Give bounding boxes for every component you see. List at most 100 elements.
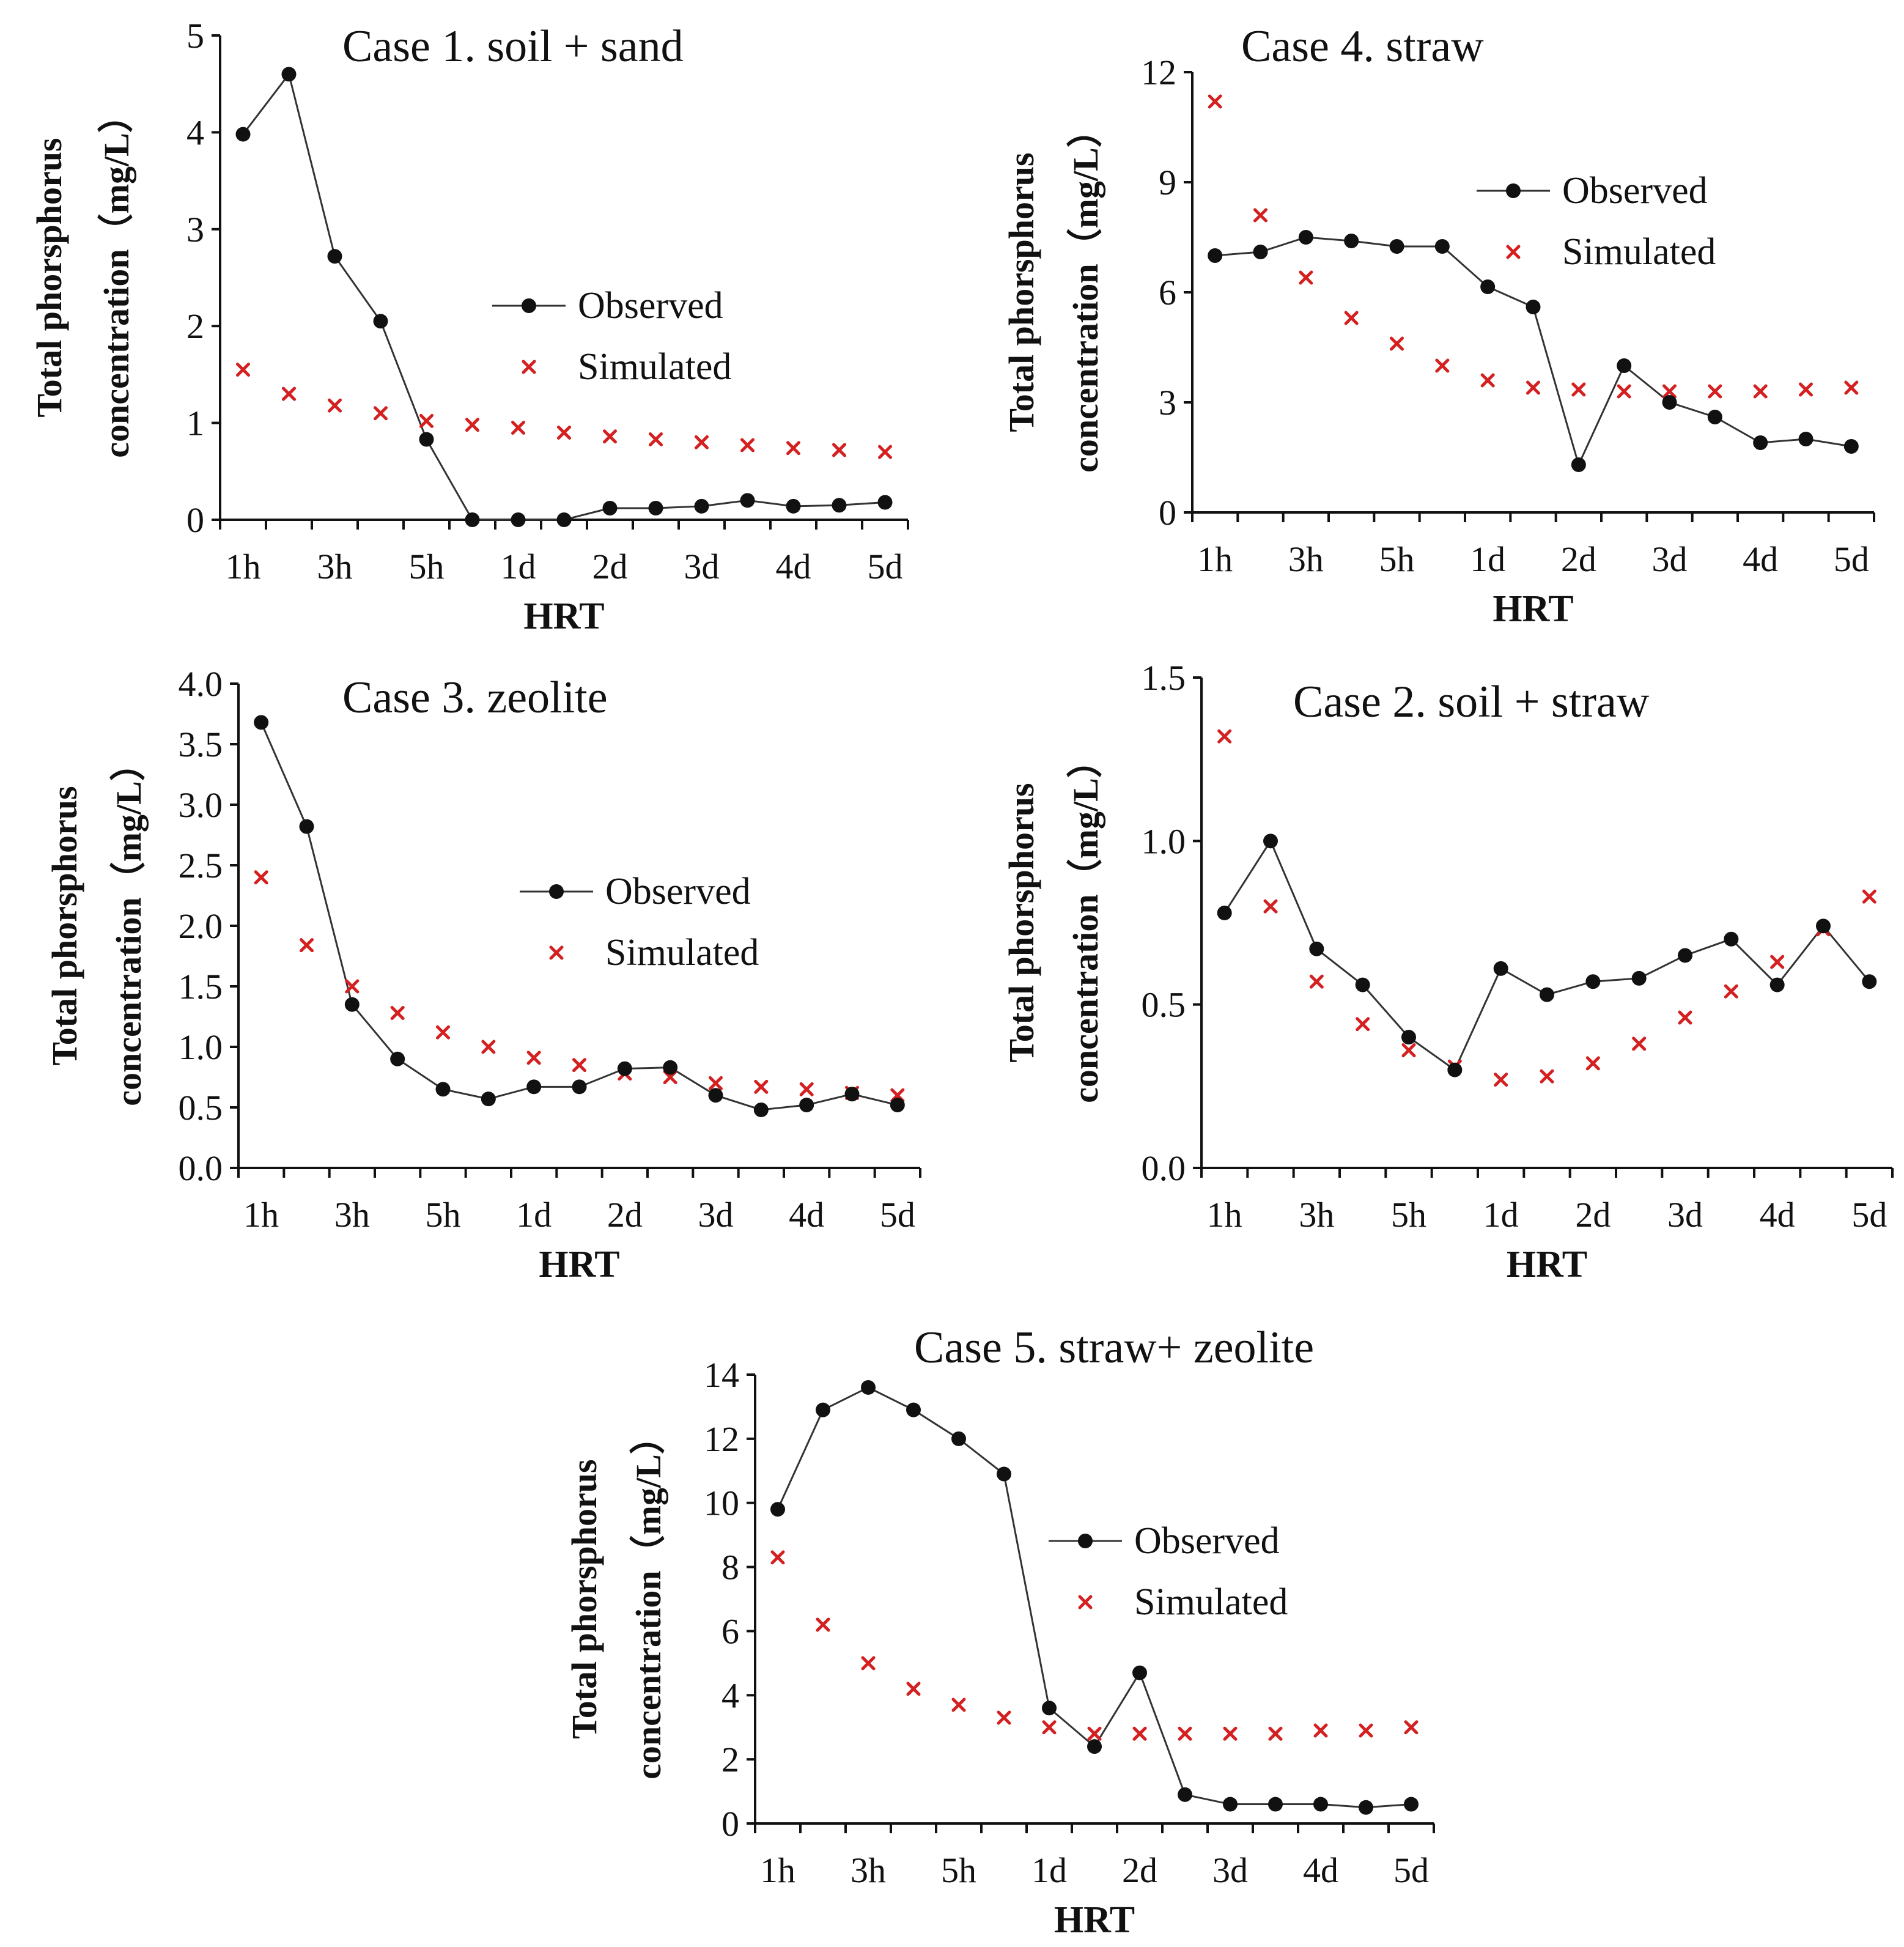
x-tick-label: 2d [1561,539,1596,579]
observed-point [1631,970,1647,986]
simulated-point [1770,955,1785,969]
y-tick-label: 2.0 [179,906,223,946]
observed-point [254,715,269,730]
x-tick-label: 5d [868,547,903,586]
observed-point [1447,1062,1463,1077]
simulated-point-stroke [436,1025,450,1040]
observed-point [1042,1701,1057,1716]
simulated-point [1480,373,1495,388]
observed-point [1862,974,1877,989]
observed-point [1217,905,1232,920]
simulated-point [878,445,892,459]
observed-point [1268,1797,1283,1812]
simulated-point [951,1698,966,1712]
simulated-point-stroke [1356,1017,1370,1032]
simulated-point-stroke [390,1006,405,1021]
simulated-point [328,398,342,413]
simulated-point [1356,1017,1370,1032]
simulated-point-stroke [1404,1720,1419,1735]
simulated-point-stroke [1401,1043,1416,1058]
simulated-point-stroke [1087,1726,1102,1741]
x-tick-label: 5h [409,547,445,586]
simulated-point [1299,270,1313,285]
simulated-point [1585,1056,1600,1071]
legend-observed-marker [522,298,536,313]
simulated-point-stroke [861,1656,876,1671]
x-axis-label: HRT [523,596,604,637]
y-tick-label: 12 [704,1419,739,1459]
observed-point [951,1431,966,1446]
observed-point [1753,435,1768,450]
x-tick-label: 1h [226,547,261,586]
simulated-point [282,386,296,401]
simulated-point [511,421,525,435]
x-tick-label: 5h [941,1850,976,1890]
simulated-point-stroke [1299,270,1313,285]
observed-point [602,500,618,515]
simulated-point-stroke [1208,94,1222,109]
x-tick-label: 5d [1393,1850,1429,1890]
simulated-point-stroke [754,1079,769,1094]
simulated-point [1662,384,1677,399]
simulated-point-stroke [419,413,434,428]
simulated-point-stroke [1313,1723,1328,1738]
simulated-point [770,1550,785,1565]
simulated-point-stroke [1571,382,1586,397]
simulated-point-stroke [374,406,388,421]
simulated-point-stroke [1617,384,1631,399]
legend-observed-marker [1078,1534,1093,1548]
x-tick-label: 3h [851,1850,886,1890]
observed-point [1540,987,1554,1002]
simulated-point [345,979,360,994]
legend-observed-marker [1506,183,1521,198]
simulated-point-stroke [603,429,617,444]
simulated-point-stroke [649,432,663,447]
y-axis-label-line1: Total phorsphorus [29,138,69,417]
simulated-point [1268,1726,1283,1741]
x-axis-label: HRT [539,1244,619,1285]
y-tick-label: 0 [721,1804,739,1844]
simulated-point-stroke [1526,380,1540,395]
y-tick-label: 2 [186,306,204,346]
panel-case-3: 0.0 0.5 1.0 1.5 2.0 2.5 3.0 3.5 4.0 1h 3h 5h 1d 2d 3d 4… [45,664,921,1285]
y-tick-label: 10 [704,1483,739,1523]
observed-point [816,1402,830,1417]
x-tick-label: 3d [1652,539,1688,579]
simulated-point [1263,899,1278,914]
simulated-point [1404,1720,1419,1735]
y-axis-label-line1: Total phorsphorus [1002,152,1041,432]
observed-point [373,314,388,329]
observed-point [1585,974,1601,989]
panel-case-1: 0 1 2 3 4 5 1h 3h 5h 1d 2d 3d 4d 5d HRT Total phorsphor… [29,16,909,637]
legend-observed-label: Observed [1134,1520,1280,1562]
simulated-point [572,1058,586,1073]
simulated-point [1494,1073,1508,1087]
simulated-point-stroke [1344,311,1359,325]
observed-point [1313,1797,1328,1812]
simulated-point [1799,382,1813,397]
observed-point [770,1502,785,1517]
observed-point [299,819,314,834]
simulated-point-stroke [799,1082,814,1096]
observed-point [753,1102,769,1117]
x-tick-label: 4d [789,1195,824,1235]
simulated-point [1617,384,1631,399]
simulated-point [1632,1036,1647,1051]
y-tick-label: 2 [721,1740,739,1779]
simulated-point [1401,1043,1416,1058]
simulated-point-stroke [878,445,892,459]
y-tick-label: 0 [186,500,204,540]
observed-point [572,1079,587,1095]
simulated-point [481,1040,496,1054]
y-tick-label: 4.0 [179,664,223,704]
observed-point [481,1092,496,1107]
simulated-point-stroke [300,938,314,953]
chart-title: Case 4. straw [1241,21,1484,72]
x-tick-label: 5h [426,1195,461,1235]
x-tick-label: 2d [1122,1850,1157,1890]
observed-point [1404,1797,1419,1812]
observed-point [694,498,709,514]
legend-simulated-marker [1078,1595,1093,1609]
simulated-point-stroke [906,1682,921,1696]
simulated-point [374,406,388,421]
